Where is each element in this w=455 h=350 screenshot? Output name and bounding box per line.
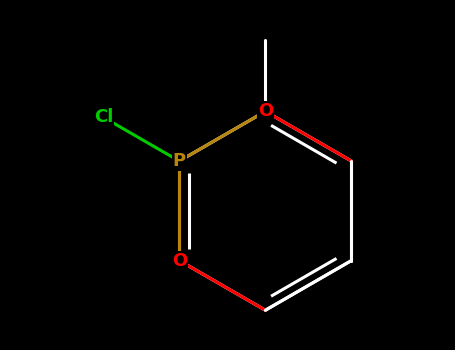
Text: O: O xyxy=(172,252,187,270)
Text: O: O xyxy=(258,102,273,120)
Text: Cl: Cl xyxy=(94,108,113,126)
Text: P: P xyxy=(173,152,186,170)
